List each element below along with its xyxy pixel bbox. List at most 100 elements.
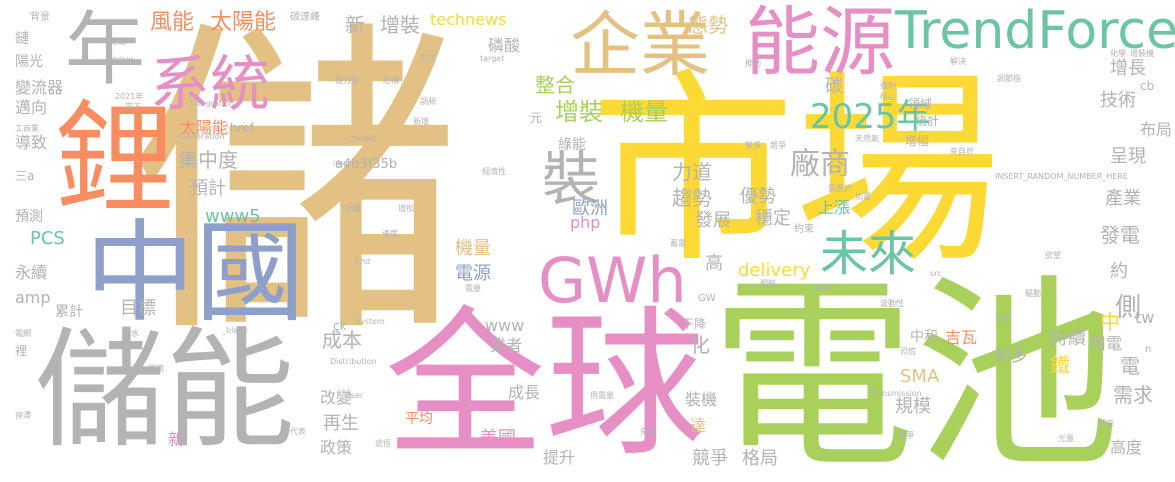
word: 解決: [950, 57, 966, 66]
word: 增加: [398, 204, 414, 213]
word: 抽水: [123, 329, 139, 338]
word: 元: [530, 111, 543, 125]
word: 永續: [15, 263, 48, 282]
word: technews: [430, 10, 507, 29]
word: 高度: [1110, 438, 1143, 457]
word: 碳達峰: [290, 12, 320, 23]
word: 工商業: [15, 124, 39, 133]
word: 發展: [695, 210, 731, 231]
word: src: [930, 269, 942, 278]
word: 受惠於: [828, 184, 852, 193]
word: 排序: [995, 314, 1011, 323]
word: 全球: [385, 291, 706, 478]
word: 美國: [480, 428, 516, 449]
word: 廠商: [790, 147, 850, 182]
word: 增幅: [905, 134, 930, 148]
word: 裝: [542, 145, 601, 213]
word: 競爭: [692, 448, 728, 469]
word: 碳: [825, 76, 843, 97]
word: TrendForce: [895, 1, 1175, 61]
word: 統計: [915, 114, 940, 128]
word: www5: [205, 206, 261, 227]
word: 機量: [620, 98, 668, 126]
word: 競爭: [770, 141, 786, 150]
word: 技術: [1100, 90, 1136, 111]
word: 調節指: [997, 74, 1021, 83]
word: 儲能: [35, 314, 296, 466]
word: 持續: [1050, 328, 1086, 349]
word: 2025年: [810, 97, 931, 137]
word: 產業: [1105, 188, 1141, 209]
word: href: [230, 121, 254, 135]
word: 成本: [322, 328, 362, 352]
word: 結構: [383, 76, 399, 85]
word: 發電: [1100, 223, 1140, 247]
word: 推動: [745, 59, 761, 68]
word: 領域: [908, 97, 933, 111]
word: 能源: [745, 0, 896, 86]
word: a4b3f35b: [335, 157, 398, 172]
word: Integration: [190, 99, 235, 108]
word: 加重: [855, 192, 871, 201]
word: 迎來: [1098, 419, 1114, 428]
word: 用電: [1090, 334, 1123, 353]
word: 調峰: [345, 204, 361, 213]
word: 強制: [880, 81, 896, 90]
word: 調頻: [420, 97, 436, 106]
word: PCS: [30, 228, 65, 249]
word: 速度: [382, 229, 398, 238]
word: 格局: [742, 448, 778, 469]
word: 三a: [15, 169, 35, 183]
word: php: [570, 213, 601, 232]
word: 趨勢: [672, 186, 712, 210]
word: 增裝機: [1130, 49, 1154, 58]
word: 約束: [794, 224, 814, 235]
word: zoneid: [350, 134, 377, 143]
word: 累計: [55, 304, 83, 320]
word: 未來: [820, 226, 917, 282]
word: 高: [705, 253, 723, 274]
word: 優勢: [740, 186, 776, 207]
word: 新: [345, 13, 365, 37]
word: 態勢: [688, 13, 728, 37]
word: 穩定: [755, 208, 791, 229]
word: 化學: [1110, 49, 1126, 58]
word: delivery: [738, 260, 811, 281]
word: Distribution: [330, 357, 377, 366]
word: 上漲: [818, 198, 851, 217]
word: 改變: [320, 388, 353, 407]
word: 風能: [150, 10, 195, 35]
word: 鏈: [15, 31, 29, 47]
word: 中: [1100, 310, 1120, 334]
word: 突破: [640, 427, 656, 436]
word: 代表: [290, 427, 306, 436]
word: www: [485, 316, 525, 335]
word: 呈現: [1110, 146, 1146, 167]
word: 新: [168, 430, 185, 449]
word: 達: [690, 416, 707, 435]
word: 光量: [1058, 434, 1074, 443]
word: 成長: [508, 383, 541, 402]
word: 裡: [15, 344, 28, 358]
word: img: [333, 159, 349, 168]
word: ck: [333, 319, 347, 333]
word: 規模: [895, 396, 931, 417]
word: 系統: [150, 50, 270, 120]
word: 途徑: [375, 439, 391, 448]
word: 鐵: [1050, 353, 1070, 377]
word: 預測: [15, 209, 43, 225]
word: 提升: [543, 448, 576, 467]
word: 約: [1110, 261, 1128, 282]
word: 吉瓦: [945, 328, 978, 347]
word: 驅動: [1025, 289, 1041, 298]
word: SMA: [900, 366, 940, 387]
word: 市場: [590, 53, 1000, 291]
word: 平均: [405, 411, 433, 427]
word: 需求: [1113, 383, 1153, 407]
word: User: [345, 391, 364, 400]
word: 陽光: [15, 54, 43, 70]
word: 增裝: [555, 98, 603, 126]
word: 依賴: [148, 364, 164, 373]
word: 經濟性: [482, 167, 506, 176]
word: 利多: [995, 346, 1028, 365]
